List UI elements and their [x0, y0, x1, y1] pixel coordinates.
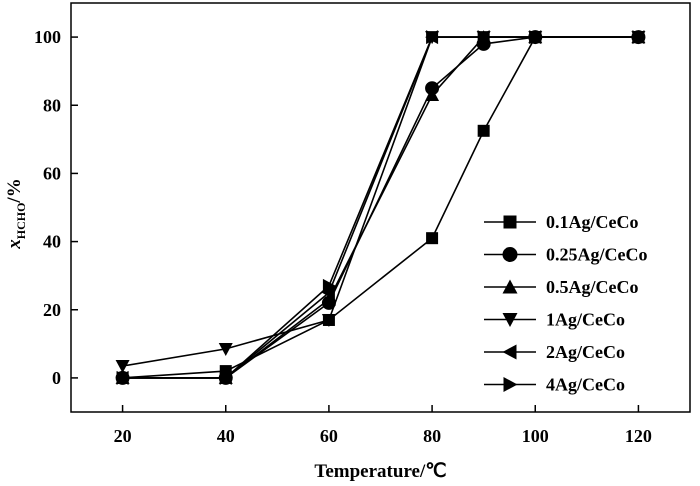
legend-label: 0.1Ag/CeCo — [546, 212, 639, 232]
legend-marker — [502, 247, 518, 262]
legend-marker — [502, 344, 517, 360]
data-point-2 — [321, 292, 336, 306]
data-point-5 — [426, 30, 440, 45]
y-axis-label-unit: /% — [4, 178, 25, 203]
data-point-3 — [115, 359, 130, 373]
ticks: 20 40 60 80 100 120 0 20 40 60 80 100 — [34, 27, 652, 446]
legend-label: 0.5Ag/CeCo — [546, 277, 639, 297]
y-axis-label-main: x — [4, 239, 25, 250]
legend-label: 1Ag/CeCo — [546, 310, 625, 330]
data-point-5 — [219, 370, 233, 385]
data-point-5 — [529, 30, 543, 45]
data-point-4 — [321, 285, 335, 300]
plot-frame — [70, 2, 691, 413]
data-point-2 — [425, 88, 440, 102]
x-tick-label: 120 — [625, 426, 652, 446]
legend-label: 4Ag/CeCo — [546, 375, 625, 395]
legend-marker — [503, 377, 518, 392]
data-point-5 — [116, 370, 130, 385]
y-tick-label: 60 — [43, 163, 61, 183]
y-tick-label: 0 — [52, 368, 61, 388]
data-point-0 — [426, 232, 439, 245]
data-point-3 — [218, 342, 233, 356]
legend: 0.1Ag/CeCo 0.25Ag/CeCo 0.5Ag/CeCo 1Ag/CeCo 2… — [484, 212, 648, 395]
legend-marker — [503, 215, 517, 229]
legend-label: 0.25Ag/CeCo — [546, 245, 648, 265]
x-tick-label: 60 — [320, 426, 338, 446]
x-axis-label: Temperature/℃ — [314, 461, 446, 482]
legend-marker — [502, 279, 518, 294]
y-tick-label: 40 — [43, 232, 61, 252]
y-axis-label: xHCHO/% — [4, 178, 28, 249]
data-point-3 — [321, 313, 336, 327]
data-point-5 — [632, 30, 646, 45]
data-point-0 — [477, 124, 490, 137]
data-point-5 — [322, 278, 336, 293]
series-markers — [115, 30, 646, 385]
y-tick-label: 20 — [43, 300, 61, 320]
x-tick-label: 100 — [522, 426, 549, 446]
x-tick-label: 40 — [217, 426, 235, 446]
x-tick-label: 80 — [423, 426, 441, 446]
data-point-5 — [477, 30, 491, 45]
x-tick-label: 20 — [114, 426, 132, 446]
y-tick-label: 100 — [34, 27, 61, 47]
legend-label: 2Ag/CeCo — [546, 342, 625, 362]
legend-marker — [502, 313, 518, 327]
y-axis-label-sub: HCHO — [14, 203, 28, 240]
y-tick-label: 80 — [43, 95, 61, 115]
